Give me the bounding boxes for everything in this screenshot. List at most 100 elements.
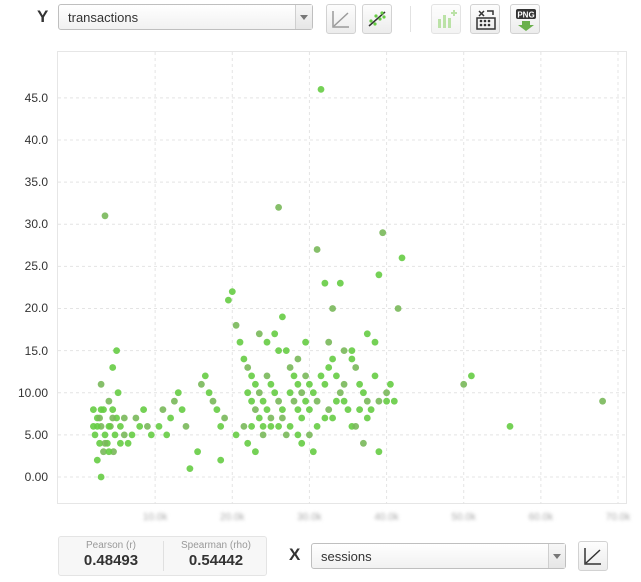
- data-point[interactable]: [171, 397, 178, 405]
- data-point[interactable]: [306, 431, 313, 439]
- data-point[interactable]: [91, 431, 99, 439]
- data-point[interactable]: [244, 389, 252, 397]
- data-point[interactable]: [309, 448, 317, 456]
- y-field-select[interactable]: transactions: [58, 4, 313, 30]
- data-point[interactable]: [360, 389, 367, 397]
- data-point[interactable]: [290, 372, 298, 380]
- data-point[interactable]: [271, 330, 279, 338]
- data-point[interactable]: [267, 423, 275, 430]
- data-point[interactable]: [387, 380, 394, 388]
- data-point[interactable]: [259, 431, 267, 439]
- data-point[interactable]: [363, 414, 371, 422]
- data-point[interactable]: [248, 372, 256, 380]
- line-chart-button[interactable]: [326, 4, 356, 34]
- data-point[interactable]: [352, 364, 360, 371]
- data-point[interactable]: [394, 305, 402, 312]
- data-point[interactable]: [313, 423, 321, 430]
- data-point[interactable]: [383, 397, 390, 405]
- data-point[interactable]: [282, 347, 290, 354]
- data-point[interactable]: [340, 380, 348, 388]
- data-point[interactable]: [236, 338, 244, 346]
- data-point[interactable]: [286, 364, 294, 371]
- data-point[interactable]: [101, 431, 109, 439]
- png-download-button[interactable]: PNG: [510, 4, 540, 34]
- data-point[interactable]: [371, 372, 379, 380]
- data-point[interactable]: [90, 423, 97, 430]
- data-point[interactable]: [117, 423, 124, 430]
- data-point[interactable]: [333, 397, 340, 405]
- data-point[interactable]: [97, 380, 105, 388]
- data-point[interactable]: [383, 389, 390, 397]
- data-point[interactable]: [294, 431, 302, 439]
- data-point[interactable]: [306, 406, 313, 413]
- data-point[interactable]: [100, 406, 107, 413]
- data-point[interactable]: [259, 397, 267, 405]
- data-point[interactable]: [90, 406, 97, 413]
- data-point[interactable]: [248, 397, 256, 405]
- data-point[interactable]: [290, 397, 298, 405]
- data-point[interactable]: [263, 406, 271, 413]
- data-point[interactable]: [325, 406, 333, 413]
- data-point[interactable]: [460, 380, 468, 388]
- data-point[interactable]: [105, 397, 113, 405]
- data-point[interactable]: [252, 406, 259, 413]
- data-point[interactable]: [302, 397, 309, 405]
- data-point[interactable]: [267, 380, 275, 388]
- data-point[interactable]: [302, 338, 309, 346]
- data-point[interactable]: [167, 414, 174, 422]
- data-point[interactable]: [356, 406, 363, 413]
- data-point[interactable]: [321, 414, 329, 422]
- data-point[interactable]: [340, 347, 348, 354]
- data-point[interactable]: [298, 389, 306, 397]
- data-point[interactable]: [329, 414, 336, 422]
- data-point[interactable]: [213, 406, 221, 413]
- data-point[interactable]: [109, 406, 117, 413]
- data-point[interactable]: [248, 423, 256, 430]
- data-point[interactable]: [340, 397, 348, 405]
- data-point[interactable]: [275, 347, 282, 354]
- data-point[interactable]: [244, 439, 252, 447]
- data-point[interactable]: [105, 423, 113, 430]
- data-point[interactable]: [252, 448, 259, 456]
- data-point[interactable]: [117, 439, 124, 447]
- data-point[interactable]: [228, 288, 236, 295]
- data-point[interactable]: [375, 397, 383, 405]
- x-field-select[interactable]: sessions: [311, 543, 566, 569]
- data-point[interactable]: [178, 406, 186, 413]
- data-point[interactable]: [375, 448, 383, 456]
- data-point[interactable]: [132, 414, 140, 422]
- data-point[interactable]: [309, 389, 317, 397]
- data-point[interactable]: [147, 431, 155, 439]
- data-point[interactable]: [263, 372, 271, 380]
- data-point[interactable]: [113, 347, 120, 354]
- data-point[interactable]: [194, 448, 202, 456]
- data-point[interactable]: [221, 414, 229, 422]
- data-point[interactable]: [336, 389, 344, 397]
- data-point[interactable]: [279, 406, 286, 413]
- data-point[interactable]: [120, 414, 128, 422]
- data-point[interactable]: [263, 338, 271, 346]
- data-point[interactable]: [155, 423, 163, 430]
- data-point[interactable]: [128, 431, 136, 439]
- data-point[interactable]: [240, 423, 248, 430]
- shuffle-grid-button[interactable]: [470, 4, 500, 34]
- data-point[interactable]: [275, 397, 282, 405]
- data-point[interactable]: [109, 414, 117, 422]
- data-point[interactable]: [363, 330, 371, 338]
- x-scale-button[interactable]: [578, 541, 608, 571]
- data-point[interactable]: [344, 406, 352, 413]
- scatter-plot[interactable]: [58, 52, 626, 504]
- data-point[interactable]: [348, 355, 356, 363]
- data-point[interactable]: [398, 254, 406, 262]
- data-point[interactable]: [271, 389, 279, 397]
- data-point[interactable]: [201, 372, 209, 380]
- data-point[interactable]: [348, 347, 356, 354]
- data-point[interactable]: [96, 414, 103, 422]
- data-point[interactable]: [298, 439, 306, 447]
- data-point[interactable]: [209, 397, 217, 405]
- data-point[interactable]: [336, 279, 344, 287]
- data-point[interactable]: [136, 423, 144, 430]
- scatter-trend-button[interactable]: [362, 4, 392, 34]
- bar-add-button[interactable]: [431, 4, 461, 34]
- data-point[interactable]: [174, 389, 182, 397]
